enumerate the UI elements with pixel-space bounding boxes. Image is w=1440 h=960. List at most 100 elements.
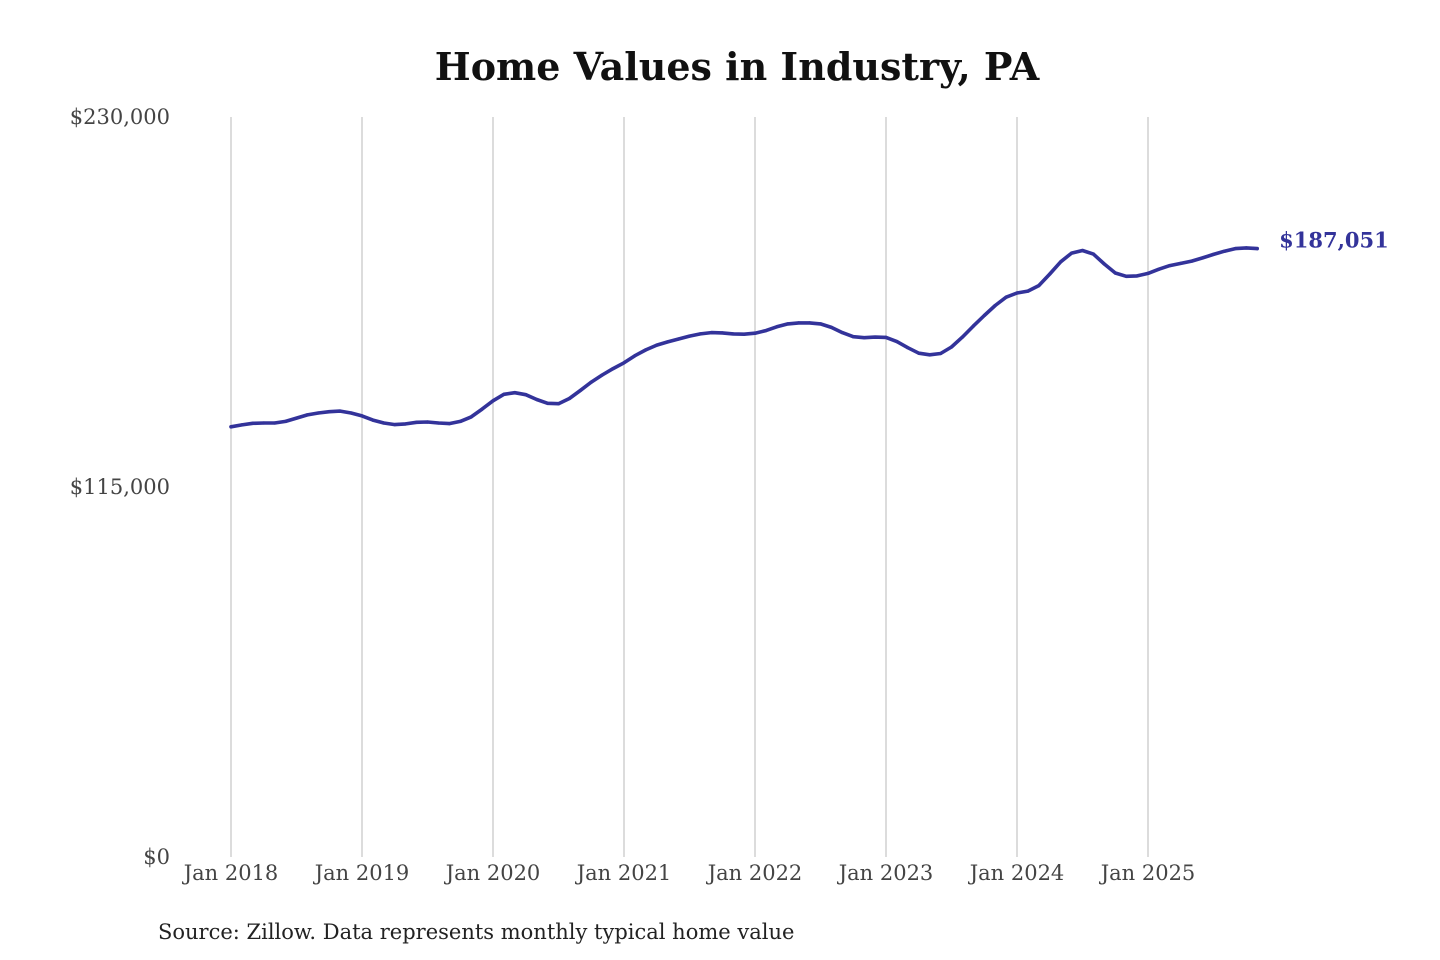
data-point: [360, 414, 364, 418]
data-point: [655, 343, 659, 347]
data-point: [1124, 274, 1128, 278]
data-point: [906, 346, 910, 350]
data-point: [1135, 274, 1139, 278]
data-point: [775, 325, 779, 329]
data-point: [633, 354, 637, 358]
data-point: [1201, 256, 1205, 260]
data-point: [1004, 295, 1008, 299]
data-point: [262, 421, 266, 425]
x-tick-label: Jan 2023: [837, 861, 934, 885]
y-tick-label: $230,000: [70, 105, 170, 129]
x-tick-label: Jan 2021: [575, 861, 672, 885]
data-point: [993, 303, 997, 308]
data-point: [1026, 289, 1030, 293]
data-point: [971, 324, 975, 328]
x-axis-ticks: Jan 2018 Jan 2019 Jan 2020 Jan 2021 Jan 2022…: [182, 861, 1196, 885]
data-point: [524, 393, 528, 397]
data-point: [622, 361, 626, 365]
data-point: [818, 322, 823, 326]
data-point: [982, 313, 986, 318]
data-point: [327, 410, 331, 414]
data-point: [851, 335, 855, 339]
data-point: [666, 340, 670, 344]
data-point: [382, 421, 386, 425]
data-point: [404, 422, 408, 426]
data-point: [240, 423, 244, 427]
data-point: [578, 388, 582, 393]
data-point: [1102, 262, 1106, 266]
data-point: [1255, 247, 1259, 251]
data-point: [1168, 264, 1172, 268]
data-point: [469, 415, 473, 419]
end-value-label: $187,051: [1279, 228, 1389, 253]
data-point: [1080, 248, 1085, 253]
y-axis-ticks: $0 $115,000 $230,000: [70, 105, 170, 869]
data-point: [1190, 259, 1194, 263]
data-point: [513, 391, 517, 395]
data-point: [338, 409, 342, 413]
x-tick-label: Jan 2018: [182, 861, 279, 885]
data-point: [535, 397, 539, 402]
data-point: [1179, 261, 1183, 265]
data-point: [447, 422, 451, 426]
data-point: [1222, 249, 1226, 253]
data-point: [840, 331, 844, 335]
data-point: [546, 401, 550, 405]
data-point: [786, 322, 790, 326]
data-point: [1157, 267, 1161, 271]
source-note: Source: Zillow. Data represents monthly …: [158, 920, 794, 944]
data-point: [1146, 271, 1150, 275]
data-point: [589, 380, 593, 384]
data-point: [556, 402, 561, 406]
data-point: [305, 413, 309, 417]
data-point: [371, 418, 375, 422]
x-tick-label: Jan 2024: [968, 861, 1065, 885]
data-point: [917, 351, 921, 355]
data-point: [491, 399, 495, 403]
data-point: [808, 321, 812, 325]
data-point: [1037, 284, 1041, 288]
data-point: [1244, 246, 1248, 250]
data-point: [273, 421, 277, 425]
data-point: [829, 325, 834, 329]
data-point: [644, 348, 648, 352]
data-point: [611, 367, 615, 371]
data-point: [753, 331, 757, 335]
x-tick-label: Jan 2025: [1099, 861, 1196, 885]
data-point: [600, 373, 604, 377]
data-point: [316, 411, 320, 415]
data-point: [1113, 271, 1117, 275]
data-point: [229, 425, 233, 429]
data-point: [764, 329, 768, 333]
data-point: [415, 420, 419, 424]
data-point: [928, 353, 932, 357]
data-point: [1233, 247, 1237, 251]
data-point: [502, 392, 506, 396]
data-point: [458, 419, 462, 423]
data-point: [709, 331, 713, 335]
data-point: [731, 332, 735, 336]
data-point: [1091, 252, 1095, 256]
data-point: [862, 336, 866, 340]
data-point: [480, 407, 484, 411]
data-point: [687, 334, 692, 338]
data-point: [1059, 260, 1063, 264]
chart-title: Home Values in Industry, PA: [435, 44, 1040, 89]
data-point: [939, 351, 943, 356]
data-point: [1015, 291, 1019, 295]
data-point: [1048, 272, 1052, 276]
x-tick-label: Jan 2020: [444, 861, 541, 885]
data-point: [251, 421, 255, 425]
data-point: [698, 332, 703, 336]
data-point: [1070, 251, 1074, 255]
x-tick-label: Jan 2019: [313, 861, 410, 885]
data-point: [284, 419, 288, 423]
data-point: [567, 396, 572, 401]
data-point: [720, 331, 724, 335]
y-tick-label: $0: [143, 845, 170, 869]
data-point: [873, 335, 877, 339]
x-tick-label: Jan 2022: [706, 861, 803, 885]
data-point: [1211, 252, 1216, 256]
